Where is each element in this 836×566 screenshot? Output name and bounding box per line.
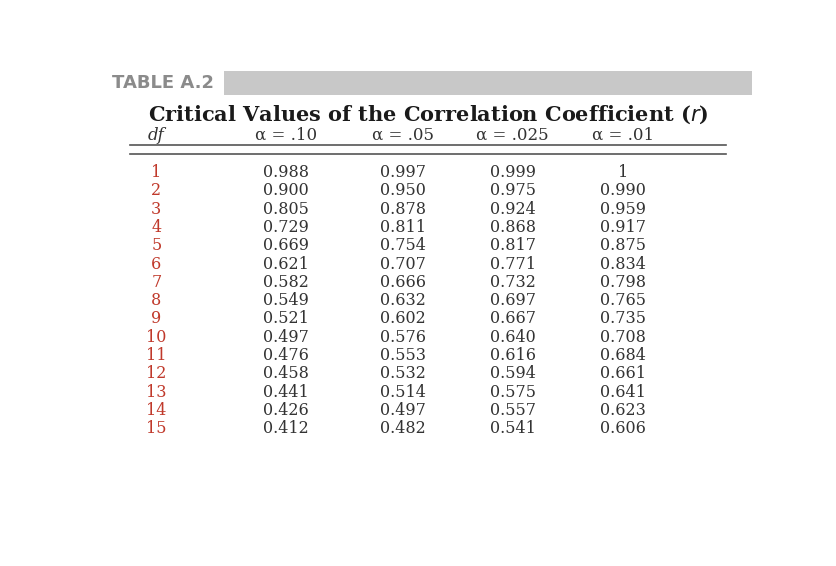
Text: 0.669: 0.669 [263, 237, 309, 254]
Text: 0.541: 0.541 [490, 421, 536, 438]
Text: 12: 12 [146, 366, 166, 383]
Text: 14: 14 [146, 402, 166, 419]
Text: 4: 4 [151, 219, 161, 236]
Text: 0.575: 0.575 [490, 384, 536, 401]
Text: 9: 9 [151, 311, 161, 328]
Text: 0.684: 0.684 [600, 347, 645, 364]
Text: 0.532: 0.532 [380, 366, 426, 383]
Text: 0.582: 0.582 [263, 274, 308, 291]
Text: 0.950: 0.950 [380, 182, 426, 199]
Text: 6: 6 [151, 255, 161, 273]
Text: 1: 1 [151, 164, 161, 181]
Text: 8: 8 [151, 292, 161, 309]
Text: 0.900: 0.900 [263, 182, 308, 199]
Text: 0.997: 0.997 [380, 164, 426, 181]
Text: TABLE A.2: TABLE A.2 [112, 74, 214, 92]
Text: 0.514: 0.514 [380, 384, 426, 401]
Text: 0.805: 0.805 [263, 200, 308, 217]
Text: 0.606: 0.606 [600, 421, 645, 438]
Text: 0.576: 0.576 [380, 329, 426, 346]
Text: 0.811: 0.811 [380, 219, 426, 236]
Text: 0.765: 0.765 [599, 292, 646, 309]
Text: 0.735: 0.735 [599, 311, 646, 328]
Text: 0.917: 0.917 [599, 219, 646, 236]
Text: 0.834: 0.834 [600, 255, 645, 273]
Text: 15: 15 [146, 421, 166, 438]
Text: 0.729: 0.729 [263, 219, 308, 236]
Text: 0.666: 0.666 [380, 274, 426, 291]
Text: 10: 10 [146, 329, 166, 346]
Text: 0.458: 0.458 [263, 366, 308, 383]
Text: 11: 11 [146, 347, 166, 364]
Text: 0.557: 0.557 [490, 402, 536, 419]
Text: 0.441: 0.441 [263, 384, 308, 401]
Text: 0.553: 0.553 [380, 347, 426, 364]
Text: 0.640: 0.640 [490, 329, 536, 346]
Text: 0.798: 0.798 [599, 274, 646, 291]
Text: 0.426: 0.426 [263, 402, 308, 419]
Text: 0.988: 0.988 [263, 164, 309, 181]
Text: 0.707: 0.707 [380, 255, 426, 273]
Text: 1: 1 [618, 164, 628, 181]
Text: 0.999: 0.999 [490, 164, 536, 181]
Text: 2: 2 [151, 182, 161, 199]
Text: 0.476: 0.476 [263, 347, 308, 364]
Text: 0.632: 0.632 [380, 292, 426, 309]
Text: 7: 7 [151, 274, 161, 291]
Text: α = .10: α = .10 [255, 127, 317, 144]
Text: 0.616: 0.616 [490, 347, 536, 364]
Text: 13: 13 [146, 384, 166, 401]
Text: 0.623: 0.623 [600, 402, 645, 419]
Text: 0.697: 0.697 [490, 292, 536, 309]
Text: 0.667: 0.667 [490, 311, 536, 328]
FancyBboxPatch shape [224, 71, 752, 95]
Text: α = .05: α = .05 [371, 127, 434, 144]
Text: 0.641: 0.641 [600, 384, 645, 401]
Text: 0.661: 0.661 [599, 366, 646, 383]
Text: 0.521: 0.521 [263, 311, 308, 328]
Text: 5: 5 [151, 237, 161, 254]
Text: 0.497: 0.497 [263, 329, 308, 346]
Text: 0.412: 0.412 [263, 421, 308, 438]
Text: 0.990: 0.990 [600, 182, 645, 199]
Text: 0.924: 0.924 [490, 200, 536, 217]
Text: 0.959: 0.959 [599, 200, 646, 217]
Text: 0.594: 0.594 [490, 366, 536, 383]
Text: df: df [148, 127, 165, 144]
Text: 0.549: 0.549 [263, 292, 308, 309]
Text: 0.771: 0.771 [490, 255, 536, 273]
Text: 0.754: 0.754 [380, 237, 426, 254]
Text: 0.875: 0.875 [599, 237, 646, 254]
Text: 0.708: 0.708 [600, 329, 645, 346]
Text: α = .01: α = .01 [592, 127, 654, 144]
Text: Critical Values of the Correlation Coefficient ($\mathit{r}$): Critical Values of the Correlation Coeff… [148, 104, 709, 126]
Text: 0.482: 0.482 [380, 421, 426, 438]
Text: 0.878: 0.878 [380, 200, 426, 217]
Text: 0.497: 0.497 [380, 402, 426, 419]
Text: 0.975: 0.975 [490, 182, 536, 199]
Text: 0.602: 0.602 [380, 311, 426, 328]
Text: 0.868: 0.868 [490, 219, 536, 236]
Text: 3: 3 [151, 200, 161, 217]
Text: α = .025: α = .025 [477, 127, 549, 144]
Text: 0.732: 0.732 [490, 274, 536, 291]
Text: 0.817: 0.817 [490, 237, 536, 254]
Text: 0.621: 0.621 [263, 255, 308, 273]
